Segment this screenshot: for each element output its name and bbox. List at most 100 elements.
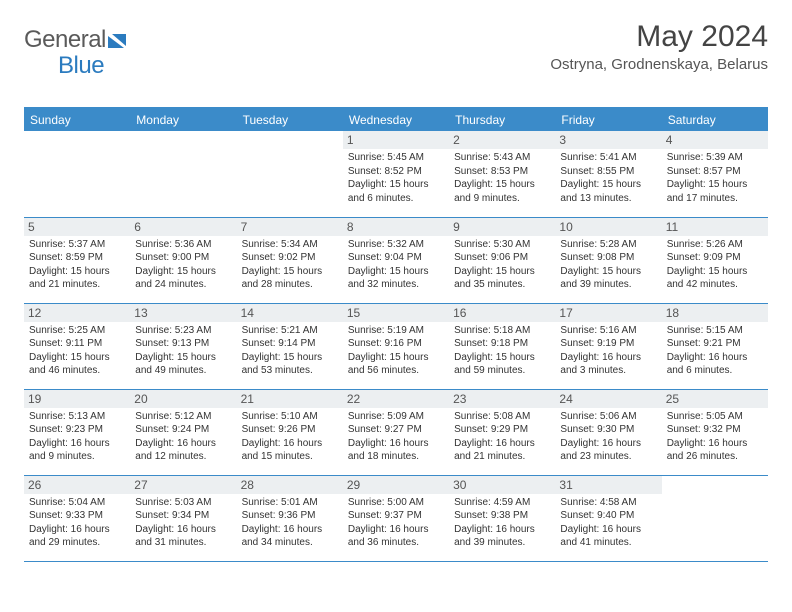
- day-info: Sunrise: 5:10 AMSunset: 9:26 PMDaylight:…: [242, 410, 338, 464]
- day-cell: [130, 131, 236, 217]
- day-cell: 26 Sunrise: 5:04 AMSunset: 9:33 PMDayligh…: [24, 475, 130, 561]
- day-info: Sunrise: 5:15 AMSunset: 9:21 PMDaylight:…: [667, 324, 763, 378]
- day-number: 15: [343, 304, 449, 322]
- day-cell: 11 Sunrise: 5:26 AMSunset: 9:09 PMDayligh…: [662, 217, 768, 303]
- day-info: Sunrise: 4:59 AMSunset: 9:38 PMDaylight:…: [454, 496, 550, 550]
- logo-text-1: General: [24, 26, 106, 54]
- day-info: Sunrise: 5:45 AMSunset: 8:52 PMDaylight:…: [348, 151, 444, 205]
- day-info: Sunrise: 5:37 AMSunset: 8:59 PMDaylight:…: [29, 238, 125, 292]
- day-number: 6: [130, 218, 236, 236]
- day-number: 11: [662, 218, 768, 236]
- weekday-thu: Thursday: [449, 108, 555, 131]
- day-info: Sunrise: 5:36 AMSunset: 9:00 PMDaylight:…: [135, 238, 231, 292]
- day-number: 2: [449, 131, 555, 149]
- day-cell: 7Sunrise: 5:34 AMSunset: 9:02 PMDaylight…: [237, 217, 343, 303]
- day-info: Sunrise: 5:05 AMSunset: 9:32 PMDaylight:…: [667, 410, 763, 464]
- month-title: May 2024: [550, 20, 768, 54]
- header: General May 2024 Ostryna, Grodnenskaya, …: [24, 20, 768, 73]
- day-info: Sunrise: 5:25 AMSunset: 9:11 PMDaylight:…: [29, 324, 125, 378]
- day-number: 12: [24, 304, 130, 322]
- day-number: 9: [449, 218, 555, 236]
- day-cell: 5 Sunrise: 5:37 AMSunset: 8:59 PMDaylight…: [24, 217, 130, 303]
- page: General May 2024 Ostryna, Grodnenskaya, …: [0, 0, 792, 582]
- day-info: Sunrise: 5:30 AMSunset: 9:06 PMDaylight:…: [454, 238, 550, 292]
- day-info: Sunrise: 5:23 AMSunset: 9:13 PMDaylight:…: [135, 324, 231, 378]
- weekday-wed: Wednesday: [343, 108, 449, 131]
- day-info: Sunrise: 4:58 AMSunset: 9:40 PMDaylight:…: [560, 496, 656, 550]
- day-cell: 24 Sunrise: 5:06 AMSunset: 9:30 PMDayligh…: [555, 389, 661, 475]
- logo-line2: Blue: [24, 52, 104, 80]
- day-info: Sunrise: 5:13 AMSunset: 9:23 PMDaylight:…: [29, 410, 125, 464]
- day-cell: 31 Sunrise: 4:58 AMSunset: 9:40 PMDayligh…: [555, 475, 661, 561]
- day-cell: 17Sunrise: 5:16 AMSunset: 9:19 PMDayligh…: [555, 303, 661, 389]
- day-info: Sunrise: 5:43 AMSunset: 8:53 PMDaylight:…: [454, 151, 550, 205]
- day-cell: [237, 131, 343, 217]
- day-cell: 15 Sunrise: 5:19 AMSunset: 9:16 PMDayligh…: [343, 303, 449, 389]
- day-info: Sunrise: 5:32 AMSunset: 9:04 PMDaylight:…: [348, 238, 444, 292]
- weekday-row: Sunday Monday Tuesday Wednesday Thursday…: [24, 108, 768, 131]
- day-info: Sunrise: 5:00 AMSunset: 9:37 PMDaylight:…: [348, 496, 444, 550]
- day-info: Sunrise: 5:09 AMSunset: 9:27 PMDaylight:…: [348, 410, 444, 464]
- day-number: 22: [343, 390, 449, 408]
- calendar-table: Sunday Monday Tuesday Wednesday Thursday…: [24, 107, 768, 562]
- week-row: 12 Sunrise: 5:25 AMSunset: 9:11 PMDayligh…: [24, 303, 768, 389]
- day-number: 28: [237, 476, 343, 494]
- day-cell: 30 Sunrise: 4:59 AMSunset: 9:38 PMDayligh…: [449, 475, 555, 561]
- day-cell: 25 Sunrise: 5:05 AMSunset: 9:32 PMDayligh…: [662, 389, 768, 475]
- day-number: 27: [130, 476, 236, 494]
- day-cell: 9 Sunrise: 5:30 AMSunset: 9:06 PMDaylight…: [449, 217, 555, 303]
- day-info: Sunrise: 5:06 AMSunset: 9:30 PMDaylight:…: [560, 410, 656, 464]
- day-number: 10: [555, 218, 661, 236]
- day-number: 30: [449, 476, 555, 494]
- week-row: 5 Sunrise: 5:37 AMSunset: 8:59 PMDaylight…: [24, 217, 768, 303]
- day-info: Sunrise: 5:19 AMSunset: 9:16 PMDaylight:…: [348, 324, 444, 378]
- day-cell: [24, 131, 130, 217]
- logo: General: [24, 26, 132, 54]
- day-number: 26: [24, 476, 130, 494]
- day-number: 8: [343, 218, 449, 236]
- day-info: Sunrise: 5:01 AMSunset: 9:36 PMDaylight:…: [242, 496, 338, 550]
- day-cell: 22 Sunrise: 5:09 AMSunset: 9:27 PMDayligh…: [343, 389, 449, 475]
- logo-arrow-icon: [108, 30, 130, 50]
- title-block: May 2024 Ostryna, Grodnenskaya, Belarus: [550, 20, 768, 73]
- week-row: 26 Sunrise: 5:04 AMSunset: 9:33 PMDayligh…: [24, 475, 768, 561]
- day-number: 14: [237, 304, 343, 322]
- day-info: Sunrise: 5:12 AMSunset: 9:24 PMDaylight:…: [135, 410, 231, 464]
- location: Ostryna, Grodnenskaya, Belarus: [550, 56, 768, 73]
- day-info: Sunrise: 5:04 AMSunset: 9:33 PMDaylight:…: [29, 496, 125, 550]
- day-info: Sunrise: 5:16 AMSunset: 9:19 PMDaylight:…: [560, 324, 656, 378]
- day-info: Sunrise: 5:34 AMSunset: 9:02 PMDaylight:…: [242, 238, 338, 292]
- day-number: 21: [237, 390, 343, 408]
- day-number: 31: [555, 476, 661, 494]
- day-info: Sunrise: 5:03 AMSunset: 9:34 PMDaylight:…: [135, 496, 231, 550]
- day-cell: 2 Sunrise: 5:43 AMSunset: 8:53 PMDaylight…: [449, 131, 555, 217]
- day-number: 5: [24, 218, 130, 236]
- day-cell: 10Sunrise: 5:28 AMSunset: 9:08 PMDayligh…: [555, 217, 661, 303]
- day-cell: 12 Sunrise: 5:25 AMSunset: 9:11 PMDayligh…: [24, 303, 130, 389]
- week-row: 19 Sunrise: 5:13 AMSunset: 9:23 PMDayligh…: [24, 389, 768, 475]
- day-cell: 19 Sunrise: 5:13 AMSunset: 9:23 PMDayligh…: [24, 389, 130, 475]
- day-number: 25: [662, 390, 768, 408]
- day-info: Sunrise: 5:26 AMSunset: 9:09 PMDaylight:…: [667, 238, 763, 292]
- day-number: 20: [130, 390, 236, 408]
- day-info: Sunrise: 5:18 AMSunset: 9:18 PMDaylight:…: [454, 324, 550, 378]
- day-cell: 28 Sunrise: 5:01 AMSunset: 9:36 PMDayligh…: [237, 475, 343, 561]
- day-number: 1: [343, 131, 449, 149]
- day-info: Sunrise: 5:39 AMSunset: 8:57 PMDaylight:…: [667, 151, 763, 205]
- day-number: 3: [555, 131, 661, 149]
- day-number: 4: [662, 131, 768, 149]
- day-cell: 16Sunrise: 5:18 AMSunset: 9:18 PMDayligh…: [449, 303, 555, 389]
- day-number: 19: [24, 390, 130, 408]
- day-cell: 23Sunrise: 5:08 AMSunset: 9:29 PMDayligh…: [449, 389, 555, 475]
- weekday-sat: Saturday: [662, 108, 768, 131]
- day-number: 24: [555, 390, 661, 408]
- calendar-body: 1 Sunrise: 5:45 AMSunset: 8:52 PMDaylight…: [24, 131, 768, 561]
- day-cell: 20 Sunrise: 5:12 AMSunset: 9:24 PMDayligh…: [130, 389, 236, 475]
- day-cell: 4 Sunrise: 5:39 AMSunset: 8:57 PMDaylight…: [662, 131, 768, 217]
- weekday-tue: Tuesday: [237, 108, 343, 131]
- day-info: Sunrise: 5:41 AMSunset: 8:55 PMDaylight:…: [560, 151, 656, 205]
- day-number: 29: [343, 476, 449, 494]
- day-cell: 29 Sunrise: 5:00 AMSunset: 9:37 PMDayligh…: [343, 475, 449, 561]
- day-cell: 6 Sunrise: 5:36 AMSunset: 9:00 PMDaylight…: [130, 217, 236, 303]
- day-cell: 1 Sunrise: 5:45 AMSunset: 8:52 PMDaylight…: [343, 131, 449, 217]
